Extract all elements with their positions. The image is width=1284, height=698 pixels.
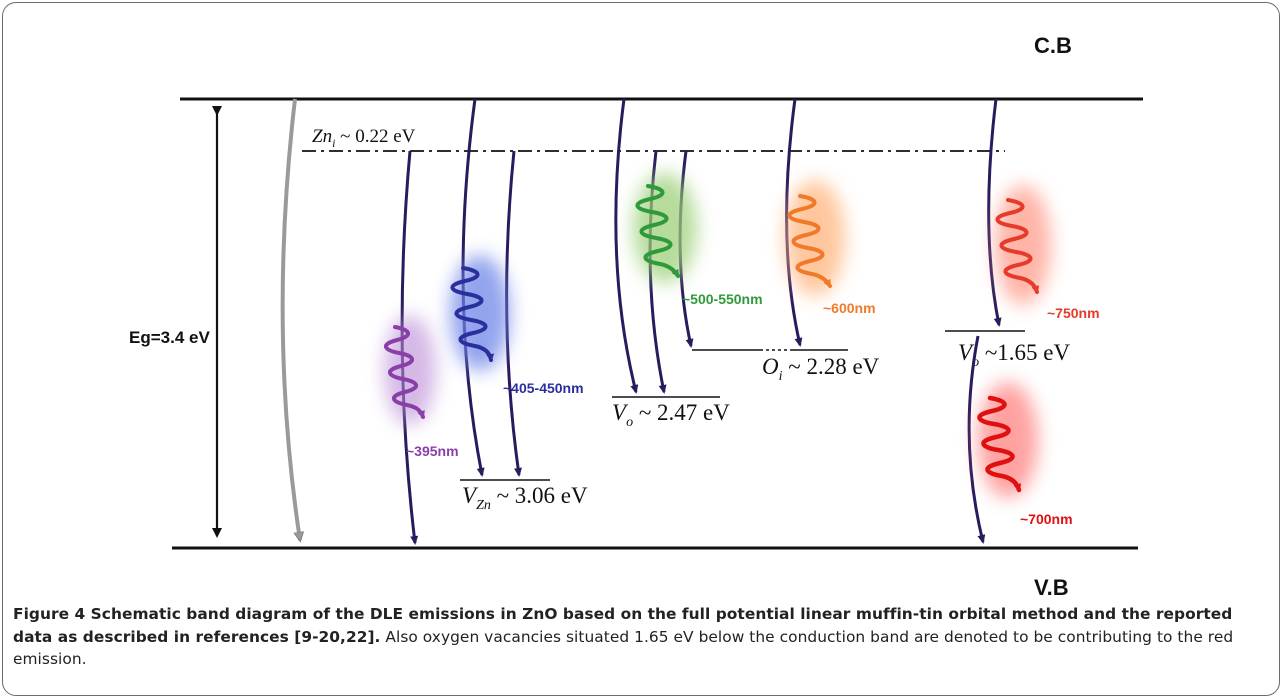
emission-wave-500-550	[635, 184, 680, 278]
emission-wave-600	[787, 194, 832, 288]
wavelength-label-405-450: ~405-450nm	[503, 380, 584, 396]
o-i-label: Oi ~ 2.28 eV	[762, 354, 880, 384]
caption-body: Also oxygen vacancies situated 1.65 eV b…	[13, 627, 1234, 669]
transition-arrow-vo-a	[614, 98, 639, 394]
v-o-label-2: Vo ~1.65 eV	[958, 340, 1070, 370]
wavelength-label-500-550: ~500-550nm	[682, 291, 763, 307]
band-to-band-arrow	[280, 98, 300, 540]
emission-glow-395	[384, 315, 436, 425]
emission-wave-405-450	[450, 266, 495, 362]
wavelength-label-600: ~600nm	[823, 300, 876, 316]
valence-band-label: V.B	[1034, 575, 1069, 600]
wavelength-label-750: ~750nm	[1047, 305, 1100, 321]
emission-wave-395	[384, 325, 425, 419]
transition-arrow-700	[967, 335, 986, 544]
emission-wave-700	[977, 395, 1022, 493]
figure-caption: Figure 4 Schematic band diagram of the D…	[13, 603, 1275, 671]
caption-lead: Figure 4 Schematic band diagram of the D…	[13, 605, 1233, 646]
v-zn-label: VZn ~ 3.06 eV	[462, 483, 588, 513]
v-o-label-1: Vo ~ 2.47 eV	[612, 400, 730, 430]
band-gap-label: Eg=3.4 eV	[129, 328, 210, 347]
band-diagram: C.B V.B Eg=3.4 eV Zni ~ 0.22 eV VZn ~ 3.…	[129, 33, 1143, 600]
transition-arrow-750	[987, 98, 1002, 327]
conduction-band-label: C.B	[1034, 33, 1072, 58]
emission-wave-750	[995, 198, 1040, 294]
zn-interstitial-label: Zni ~ 0.22 eV	[312, 126, 416, 150]
wavelength-label-700: ~700nm	[1020, 511, 1073, 527]
wavelength-label-395: ~395nm	[406, 443, 459, 459]
emission-glow-405-450	[450, 255, 510, 371]
